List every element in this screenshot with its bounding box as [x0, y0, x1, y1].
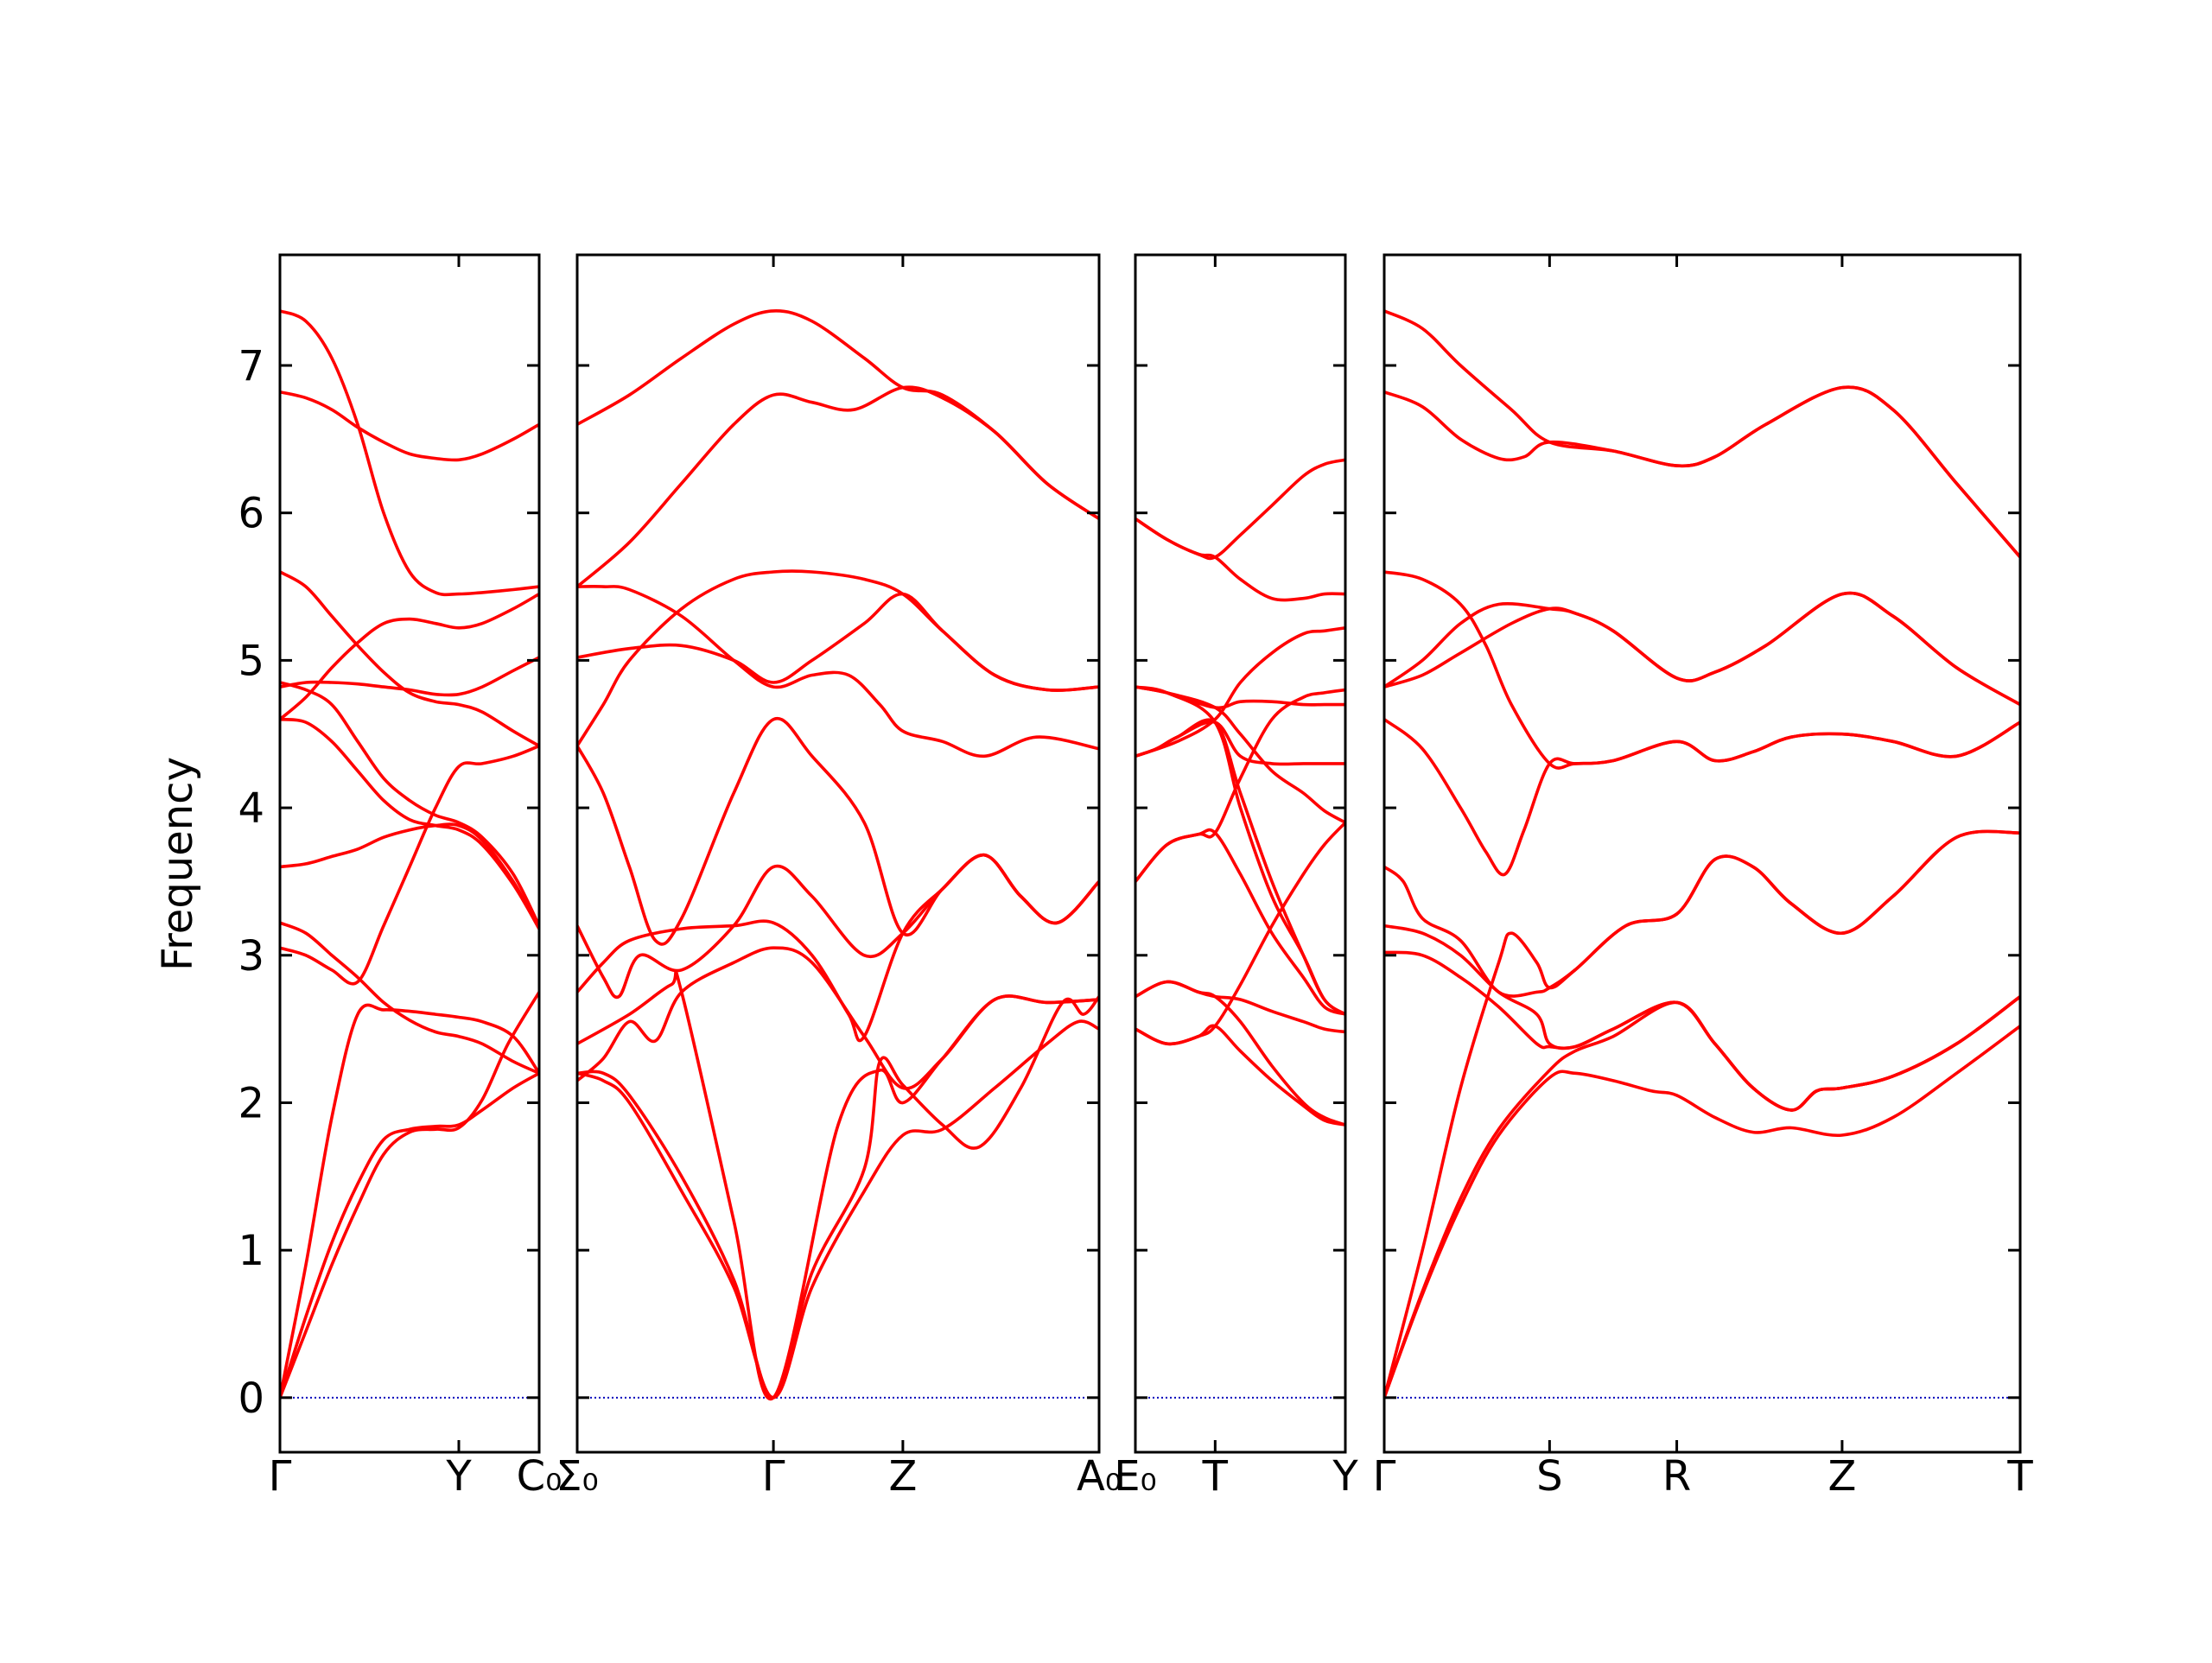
y-tick-label: 0 — [238, 1374, 264, 1423]
band-line — [1384, 829, 2020, 1400]
band-line — [1135, 980, 1345, 1127]
x-tick-label: Γ — [762, 1452, 785, 1501]
panel-frame — [575, 253, 1101, 1454]
y-tick-label: 1 — [238, 1227, 264, 1275]
band-line — [577, 853, 1099, 1000]
band-line — [577, 585, 1099, 759]
band-line — [280, 592, 539, 721]
x-tick-label: S — [1536, 1452, 1562, 1501]
band-line — [280, 990, 539, 1400]
band-line — [1384, 385, 2020, 559]
band-line — [1135, 688, 1345, 884]
band-line — [577, 853, 1099, 1043]
y-tick-label: 2 — [238, 1079, 264, 1127]
x-tick-label: E₀ — [1114, 1452, 1157, 1501]
band-line — [1135, 821, 1345, 1046]
y-tick-label: 3 — [238, 932, 264, 981]
x-tick-label: Γ — [269, 1452, 292, 1501]
panel-frame — [278, 253, 541, 1454]
band-line — [1135, 980, 1345, 1034]
band-group — [1135, 458, 1345, 1127]
x-tick-label: Y — [1332, 1452, 1358, 1501]
y-tick-label: 4 — [238, 784, 264, 833]
panel-frame — [1382, 253, 2022, 1454]
x-tick-label: Z — [888, 1452, 917, 1501]
band-line — [280, 1003, 539, 1400]
x-tick-label: T — [1202, 1452, 1229, 1501]
band-line — [1135, 685, 1345, 824]
panel-1: Γ Y C₀ 0 1 2 3 4 5 6 7 — [238, 253, 563, 1501]
band-line — [1384, 1024, 2020, 1400]
band-line — [1135, 458, 1345, 561]
y-tick-label: 6 — [238, 490, 264, 538]
band-line — [577, 994, 1099, 1400]
band-line — [1135, 626, 1345, 759]
band-line — [577, 969, 1099, 1401]
band-line — [577, 1019, 1099, 1400]
band-line — [577, 946, 1099, 1090]
panel-3: E₀ T Y — [1114, 253, 1358, 1501]
y-tick-label: 7 — [238, 342, 264, 390]
x-tick-label: Γ — [1373, 1452, 1396, 1501]
band-line — [1384, 950, 2020, 1112]
band-line — [577, 592, 1099, 692]
band-line — [280, 681, 539, 928]
band-line — [1384, 829, 2020, 998]
band-line — [577, 569, 1099, 748]
x-tick-label: R — [1662, 1452, 1691, 1501]
band-line — [280, 744, 539, 986]
band-line — [280, 570, 539, 748]
band-line — [280, 656, 539, 697]
panel-2: Σ₀ Γ Z A₀ — [556, 253, 1122, 1501]
band-line — [1384, 717, 2020, 877]
x-tick-label: A₀ — [1077, 1452, 1122, 1501]
panel-frame — [1134, 253, 1347, 1454]
y-axis-title: Frequency — [154, 757, 202, 971]
band-line — [1384, 994, 2020, 1400]
band-line — [577, 309, 1099, 521]
band-line — [1384, 570, 2020, 770]
band-group — [577, 309, 1099, 1401]
band-line — [280, 309, 539, 597]
x-tick-label: Y — [445, 1452, 472, 1501]
band-line — [280, 390, 539, 462]
band-line — [280, 1071, 539, 1400]
band-line — [1384, 309, 2020, 559]
band-group — [280, 309, 539, 1400]
x-tick-label: C₀ — [517, 1452, 563, 1501]
band-line — [577, 716, 1099, 946]
band-line — [280, 921, 539, 1076]
band-line — [1135, 685, 1345, 710]
band-group — [1384, 309, 2020, 1400]
band-line — [577, 385, 1099, 588]
band-line — [280, 822, 539, 930]
band-line — [1384, 591, 2020, 707]
band-line — [280, 717, 539, 930]
x-tick-label: Σ₀ — [556, 1452, 599, 1501]
band-line — [1135, 517, 1345, 602]
y-tick-label: 5 — [238, 637, 264, 685]
x-tick-label: T — [2006, 1452, 2033, 1501]
x-tick-label: Z — [1827, 1452, 1856, 1501]
